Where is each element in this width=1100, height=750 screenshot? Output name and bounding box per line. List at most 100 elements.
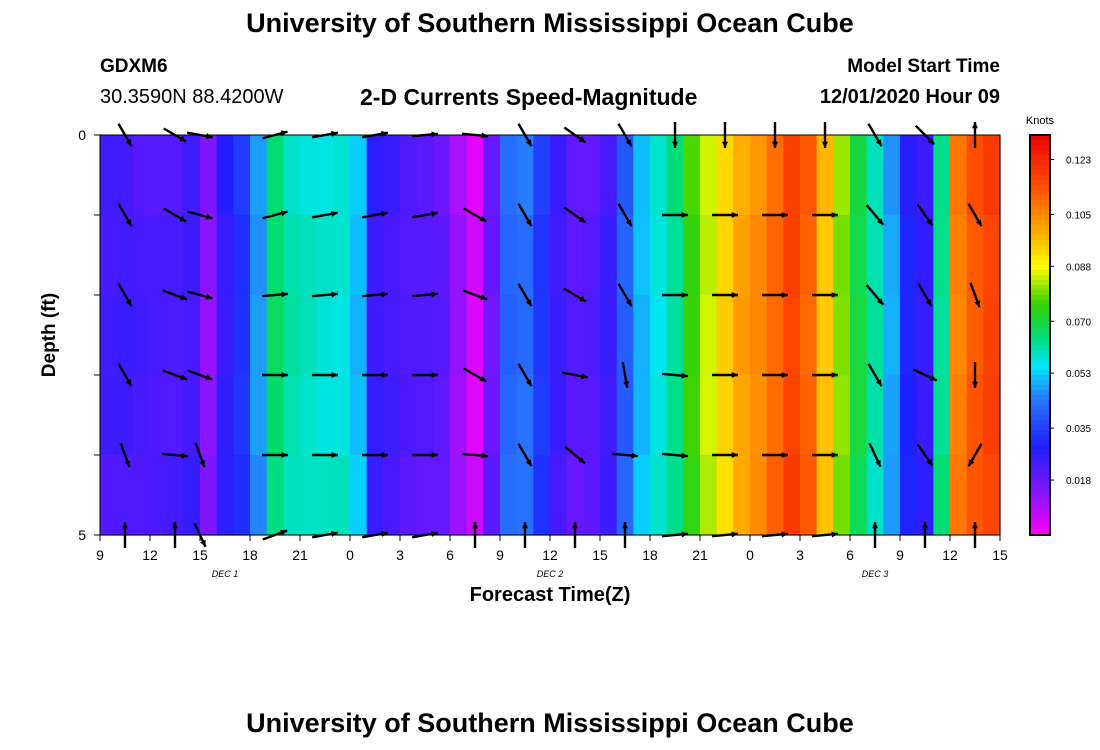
heatmap-cell bbox=[716, 375, 734, 456]
heatmap-cell bbox=[550, 455, 568, 536]
current-arrow bbox=[762, 371, 788, 379]
current-arrow bbox=[162, 289, 188, 301]
heatmap-cell bbox=[616, 215, 634, 296]
heatmap-cell bbox=[116, 455, 134, 536]
heatmap-cell bbox=[700, 375, 718, 456]
heatmap-cell bbox=[816, 375, 834, 456]
heatmap-cell bbox=[666, 375, 684, 456]
heatmap-cell bbox=[883, 295, 901, 376]
heatmap-cell bbox=[533, 135, 551, 216]
current-arrow bbox=[821, 122, 829, 148]
heatmap-cell bbox=[116, 375, 134, 456]
colorbar-frame bbox=[1029, 134, 1051, 536]
current-arrow bbox=[517, 203, 533, 227]
colorbar-segment bbox=[1030, 360, 1050, 366]
heatmap-cell bbox=[150, 295, 168, 376]
heatmap-cell bbox=[616, 455, 634, 536]
current-arrow bbox=[471, 522, 479, 548]
current-arrow bbox=[361, 210, 389, 219]
heatmap-cell bbox=[916, 295, 934, 376]
current-arrow bbox=[971, 522, 979, 548]
heatmap-cell bbox=[283, 375, 301, 456]
colorbar-segment bbox=[1030, 440, 1050, 446]
heatmap-cell bbox=[716, 215, 734, 296]
current-arrow bbox=[712, 451, 738, 459]
heatmap-cell bbox=[766, 375, 784, 456]
heatmap-cell bbox=[883, 135, 901, 216]
current-arrow bbox=[163, 127, 187, 143]
current-arrow bbox=[412, 371, 438, 379]
heatmap-cell bbox=[483, 375, 501, 456]
heatmap-cell bbox=[200, 375, 218, 456]
colorbar-tick-label: 0.070 bbox=[1066, 317, 1091, 328]
current-arrow bbox=[761, 531, 789, 538]
heatmap-cell bbox=[683, 295, 701, 376]
heatmap-cell bbox=[133, 375, 151, 456]
colorbar-segment bbox=[1030, 435, 1050, 441]
heatmap-cell bbox=[916, 215, 934, 296]
heatmap-cell bbox=[633, 375, 651, 456]
heatmap-cell bbox=[250, 375, 268, 456]
colorbar-segment bbox=[1030, 140, 1050, 146]
x-tick-label: 0 bbox=[746, 547, 754, 563]
current-arrow bbox=[871, 522, 879, 548]
current-arrow bbox=[117, 283, 133, 307]
colorbar-segment bbox=[1030, 175, 1050, 181]
current-arrow bbox=[561, 371, 589, 380]
current-arrow bbox=[117, 363, 133, 387]
x-tick-label: 21 bbox=[692, 547, 708, 563]
x-tick-label: 6 bbox=[846, 547, 854, 563]
heatmap-cell bbox=[916, 455, 934, 536]
colorbar-segment bbox=[1030, 320, 1050, 326]
current-arrow bbox=[521, 522, 529, 548]
colorbar-segment bbox=[1030, 405, 1050, 411]
colorbar-segment bbox=[1030, 255, 1050, 261]
current-arrow bbox=[721, 122, 729, 148]
heatmap-cell bbox=[266, 215, 284, 296]
heatmap-cell bbox=[583, 375, 601, 456]
heatmap-cell bbox=[400, 215, 418, 296]
colorbar-segment bbox=[1030, 310, 1050, 316]
heatmap-cell bbox=[833, 135, 851, 216]
heatmap-cell bbox=[816, 295, 834, 376]
heatmap-cell bbox=[900, 375, 918, 456]
heatmap-cell bbox=[233, 135, 251, 216]
heatmap-cell bbox=[416, 375, 434, 456]
heatmap-cell bbox=[866, 135, 884, 216]
heatmap-cell bbox=[616, 375, 634, 456]
heatmap-cell bbox=[183, 135, 201, 216]
current-arrow bbox=[916, 443, 934, 467]
heatmap-cell bbox=[550, 135, 568, 216]
heatmap-cell bbox=[400, 295, 418, 376]
colorbar-segment bbox=[1030, 170, 1050, 176]
x-tick-label: 18 bbox=[642, 547, 658, 563]
heatmap-cell bbox=[400, 455, 418, 536]
heatmap-cell bbox=[266, 135, 284, 216]
current-arrow bbox=[917, 283, 933, 307]
colorbar-segment bbox=[1030, 370, 1050, 376]
x-tick-label: 3 bbox=[396, 547, 404, 563]
colorbar-segment bbox=[1030, 500, 1050, 506]
heatmap-cell bbox=[850, 215, 868, 296]
current-arrow bbox=[362, 371, 388, 379]
heatmap-cell bbox=[750, 295, 768, 376]
heatmap-cell bbox=[383, 135, 401, 216]
colorbar: 0.123 0.105 0.088 0.070 0.053 0.035 0.018 Knots bbox=[1026, 115, 1091, 536]
heatmap-cell bbox=[350, 135, 368, 216]
colorbar-segment bbox=[1030, 190, 1050, 196]
heatmap-cell bbox=[350, 215, 368, 296]
current-arrow bbox=[916, 203, 934, 227]
heatmap-cell bbox=[300, 375, 318, 456]
heatmap-cell bbox=[183, 215, 201, 296]
colorbar-segment bbox=[1030, 410, 1050, 416]
heatmap-cell bbox=[350, 375, 368, 456]
heatmap-cell bbox=[750, 135, 768, 216]
colorbar-segment bbox=[1030, 285, 1050, 291]
heatmap-cell bbox=[800, 135, 818, 216]
heatmap-cell bbox=[666, 455, 684, 536]
heatmap-cell bbox=[233, 455, 251, 536]
colorbar-segment bbox=[1030, 165, 1050, 171]
x-tick-label: 0 bbox=[346, 547, 354, 563]
colorbar-segment bbox=[1030, 315, 1050, 321]
heatmap-cell bbox=[150, 135, 168, 216]
